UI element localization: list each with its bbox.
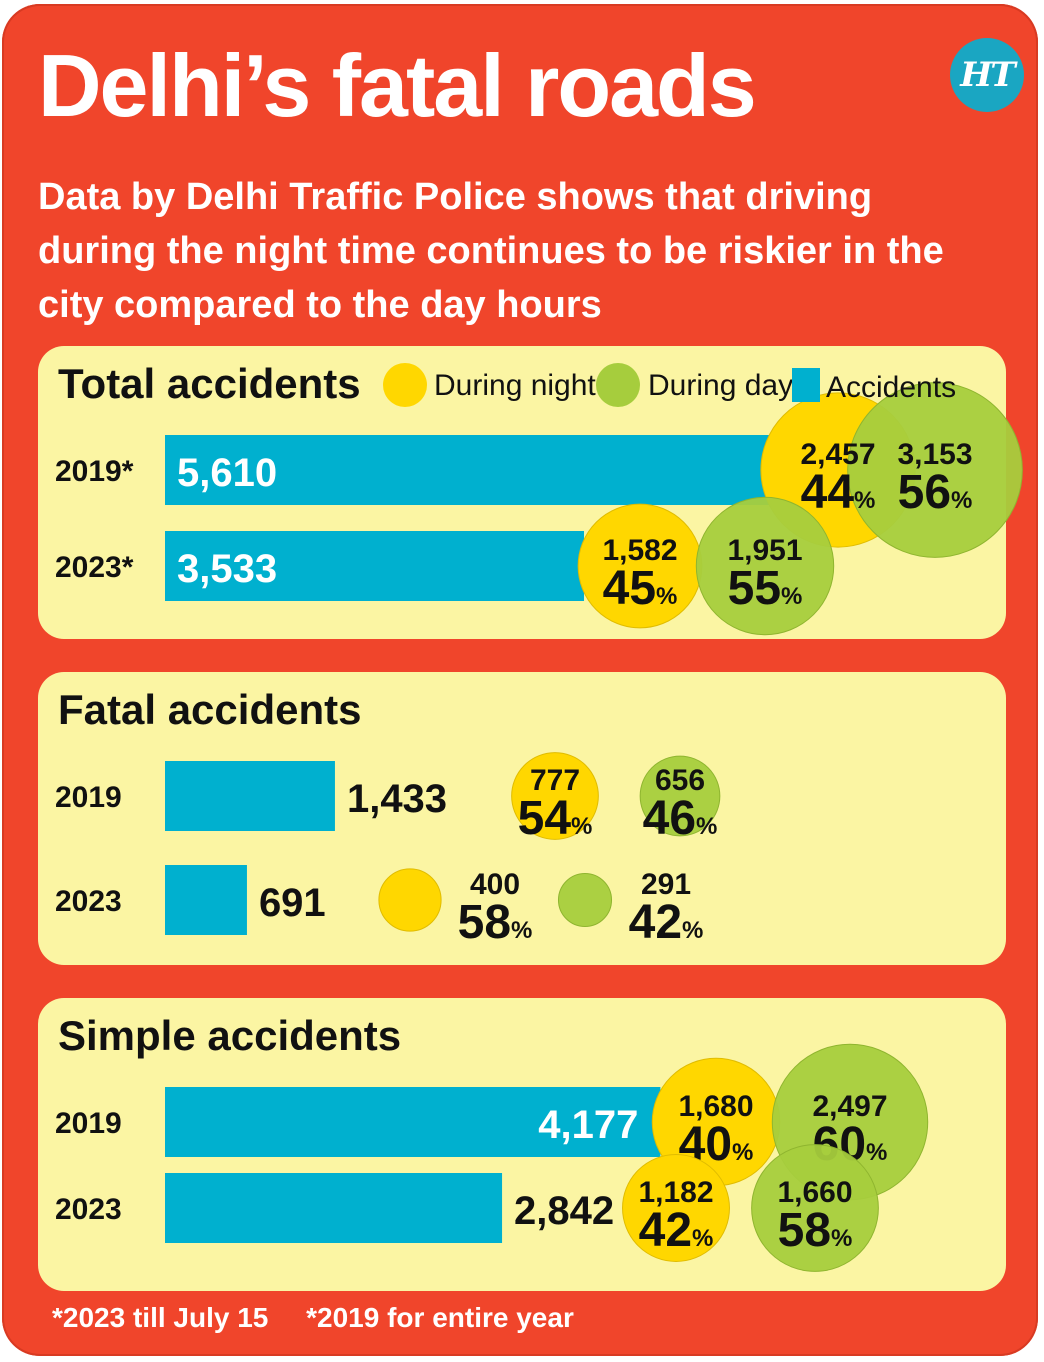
chart-title-simple: Simple accidents bbox=[58, 1012, 401, 1059]
chart-title-fatal: Fatal accidents bbox=[58, 686, 361, 733]
night-value-total-2023: 1,582 bbox=[602, 534, 677, 567]
day-circle-fatal-2023 bbox=[557, 872, 613, 928]
category-label-fatal-2023: 2023 bbox=[55, 885, 122, 918]
day-value-fatal-2019: 656 bbox=[655, 764, 705, 797]
category-label-total-2019: 2019* bbox=[55, 455, 134, 488]
day-value-total-2019: 3,153 bbox=[897, 438, 972, 471]
day-circle-fatal-2019 bbox=[639, 755, 721, 837]
bar-simple-2019 bbox=[165, 1087, 661, 1157]
ht-logo: HT bbox=[950, 38, 1024, 112]
page-subtitle: Data by Delhi Traffic Police shows that … bbox=[38, 176, 944, 326]
bar-value-simple-2023: 2,842 bbox=[514, 1189, 614, 1233]
night-percent-simple-2023: 42% bbox=[639, 1204, 714, 1257]
legend-accidents-swatch bbox=[792, 368, 820, 402]
chart-title-total: Total accidents bbox=[58, 360, 361, 407]
day-value-simple-2019: 2,497 bbox=[812, 1090, 887, 1123]
day-percent-total-2023: 55% bbox=[728, 562, 803, 615]
bar-fatal-2023 bbox=[165, 865, 247, 935]
footnote-2019: *2019 for entire year bbox=[306, 1302, 574, 1333]
night-value-simple-2019: 1,680 bbox=[678, 1090, 753, 1123]
legend-night-label: During night bbox=[434, 369, 596, 402]
bar-value-total-2019: 5,610 bbox=[177, 451, 277, 495]
legend-day-swatch bbox=[596, 363, 640, 407]
night-percent-total-2023: 45% bbox=[603, 562, 678, 615]
legend-day-label: During day bbox=[648, 369, 793, 402]
day-value-simple-2023: 1,660 bbox=[777, 1176, 852, 1209]
day-circle-total-2019 bbox=[847, 382, 1023, 558]
night-value-fatal-2019: 777 bbox=[530, 764, 580, 797]
night-percent-total-2019: 44% bbox=[801, 466, 876, 519]
bar-value-simple-2019: 4,177 bbox=[538, 1103, 638, 1147]
bar-value-fatal-2023: 691 bbox=[259, 881, 326, 925]
legend-night-swatch bbox=[383, 363, 427, 407]
day-percent-fatal-2019: 46% bbox=[643, 792, 718, 845]
bar-total-2019 bbox=[165, 435, 831, 505]
night-percent-fatal-2023: 58% bbox=[458, 896, 533, 949]
day-circle-total-2023 bbox=[695, 496, 835, 636]
day-percent-simple-2023: 58% bbox=[778, 1204, 853, 1257]
night-percent-fatal-2019: 54% bbox=[518, 792, 593, 845]
bar-fatal-2019 bbox=[165, 761, 335, 831]
footnotes: *2023 till July 15 *2019 for entire year bbox=[52, 1302, 604, 1334]
category-label-simple-2019: 2019 bbox=[55, 1107, 122, 1140]
category-label-simple-2023: 2023 bbox=[55, 1193, 122, 1226]
bar-value-fatal-2019: 1,433 bbox=[347, 777, 447, 821]
legend-accidents-label: Accidents bbox=[826, 371, 956, 404]
category-label-fatal-2019: 2019 bbox=[55, 781, 122, 814]
page-title: Delhi’s fatal roads bbox=[38, 36, 757, 135]
day-circle-simple-2023 bbox=[751, 1144, 879, 1272]
footnote-2023: *2023 till July 15 bbox=[52, 1302, 269, 1333]
day-percent-total-2019: 56% bbox=[898, 466, 973, 519]
bar-simple-2023 bbox=[165, 1173, 503, 1243]
bar-value-total-2023: 3,533 bbox=[177, 547, 277, 591]
category-label-total-2023: 2023* bbox=[55, 551, 134, 584]
day-percent-fatal-2023: 42% bbox=[629, 896, 704, 949]
bar-total-2023 bbox=[165, 531, 585, 601]
night-circle-simple-2023 bbox=[622, 1154, 730, 1262]
day-value-total-2023: 1,951 bbox=[727, 534, 802, 567]
night-circle-fatal-2023 bbox=[378, 868, 442, 932]
night-value-fatal-2023: 400 bbox=[470, 868, 520, 901]
night-value-simple-2023: 1,182 bbox=[638, 1176, 713, 1209]
night-circle-fatal-2019 bbox=[511, 752, 599, 840]
day-value-fatal-2023: 291 bbox=[641, 868, 691, 901]
night-value-total-2019: 2,457 bbox=[800, 438, 875, 471]
